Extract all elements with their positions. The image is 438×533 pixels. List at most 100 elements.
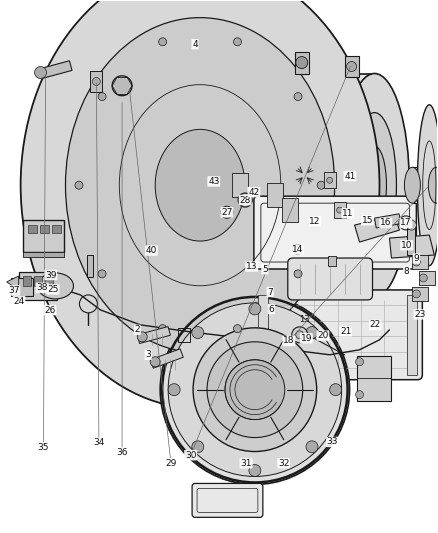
Circle shape xyxy=(294,270,302,278)
Circle shape xyxy=(98,270,106,278)
Circle shape xyxy=(192,327,204,338)
Ellipse shape xyxy=(353,112,396,258)
Bar xyxy=(324,172,336,188)
Bar xyxy=(137,327,170,343)
Circle shape xyxy=(292,327,308,343)
Bar xyxy=(258,295,268,375)
Text: 10: 10 xyxy=(401,241,413,250)
Circle shape xyxy=(306,441,318,453)
Text: 30: 30 xyxy=(185,451,196,460)
Circle shape xyxy=(233,325,241,333)
Text: 41: 41 xyxy=(344,172,356,181)
Circle shape xyxy=(296,56,308,69)
Bar xyxy=(374,214,401,228)
Text: 9: 9 xyxy=(413,254,419,263)
Text: 19: 19 xyxy=(300,334,312,343)
Text: 42: 42 xyxy=(248,188,260,197)
FancyBboxPatch shape xyxy=(192,483,263,518)
Circle shape xyxy=(306,327,318,338)
Bar xyxy=(34,276,42,286)
Bar xyxy=(45,276,53,286)
Text: 35: 35 xyxy=(38,443,49,452)
Circle shape xyxy=(75,181,83,189)
Bar xyxy=(413,167,436,203)
Circle shape xyxy=(317,181,325,189)
Polygon shape xyxy=(7,276,19,290)
Text: 36: 36 xyxy=(117,448,128,457)
Ellipse shape xyxy=(21,0,379,409)
Circle shape xyxy=(327,177,332,183)
Circle shape xyxy=(159,325,166,333)
Text: 3: 3 xyxy=(145,350,151,359)
Text: 39: 39 xyxy=(45,271,57,279)
Bar xyxy=(39,225,49,233)
Bar xyxy=(345,55,359,77)
Bar xyxy=(413,287,428,301)
Circle shape xyxy=(293,245,303,254)
Bar xyxy=(52,225,60,233)
Circle shape xyxy=(221,206,233,218)
Circle shape xyxy=(35,67,46,78)
Bar xyxy=(357,356,392,401)
Circle shape xyxy=(160,295,350,484)
Text: 2: 2 xyxy=(134,325,140,334)
Ellipse shape xyxy=(339,74,410,297)
Bar xyxy=(407,225,415,255)
Text: 38: 38 xyxy=(36,283,48,292)
Text: 15: 15 xyxy=(362,216,373,225)
Text: 6: 6 xyxy=(268,304,274,313)
Text: 28: 28 xyxy=(240,196,251,205)
Circle shape xyxy=(296,331,304,339)
Bar xyxy=(282,198,298,222)
Bar xyxy=(90,70,102,92)
Text: 5: 5 xyxy=(262,265,268,273)
Text: 25: 25 xyxy=(47,285,59,294)
Bar xyxy=(328,256,336,266)
Circle shape xyxy=(207,342,303,438)
Text: 11: 11 xyxy=(342,209,353,218)
Circle shape xyxy=(419,274,427,282)
Ellipse shape xyxy=(417,105,438,265)
Text: 13: 13 xyxy=(246,262,258,271)
Text: 7: 7 xyxy=(267,287,273,296)
Text: 16: 16 xyxy=(380,219,392,228)
Bar xyxy=(28,225,37,233)
Polygon shape xyxy=(355,215,399,242)
Text: 26: 26 xyxy=(44,305,56,314)
Circle shape xyxy=(225,360,285,419)
Circle shape xyxy=(402,219,410,227)
Polygon shape xyxy=(200,74,374,297)
Text: 20: 20 xyxy=(317,331,328,340)
Circle shape xyxy=(233,38,241,46)
Ellipse shape xyxy=(66,18,335,353)
Bar xyxy=(23,252,64,257)
Circle shape xyxy=(294,93,302,101)
Circle shape xyxy=(346,61,357,71)
Text: 34: 34 xyxy=(93,439,105,448)
Circle shape xyxy=(193,328,317,451)
Bar xyxy=(295,52,309,74)
Ellipse shape xyxy=(363,146,386,224)
Circle shape xyxy=(337,207,343,213)
FancyBboxPatch shape xyxy=(288,258,372,300)
Circle shape xyxy=(241,196,249,204)
Text: 31: 31 xyxy=(240,459,252,467)
Text: 29: 29 xyxy=(165,459,177,467)
Text: 12: 12 xyxy=(309,217,321,226)
Circle shape xyxy=(356,391,364,399)
Text: 22: 22 xyxy=(370,320,381,329)
Circle shape xyxy=(413,290,420,298)
Bar xyxy=(11,278,32,296)
Bar xyxy=(150,349,183,368)
Circle shape xyxy=(168,384,180,395)
Bar xyxy=(334,202,346,218)
Bar xyxy=(90,59,200,312)
Ellipse shape xyxy=(404,167,420,203)
Text: 27: 27 xyxy=(221,208,233,217)
Circle shape xyxy=(137,332,147,342)
Text: 17: 17 xyxy=(400,219,412,228)
Circle shape xyxy=(168,303,342,477)
Ellipse shape xyxy=(38,273,74,299)
Bar xyxy=(407,295,417,375)
Text: 14: 14 xyxy=(292,245,303,254)
